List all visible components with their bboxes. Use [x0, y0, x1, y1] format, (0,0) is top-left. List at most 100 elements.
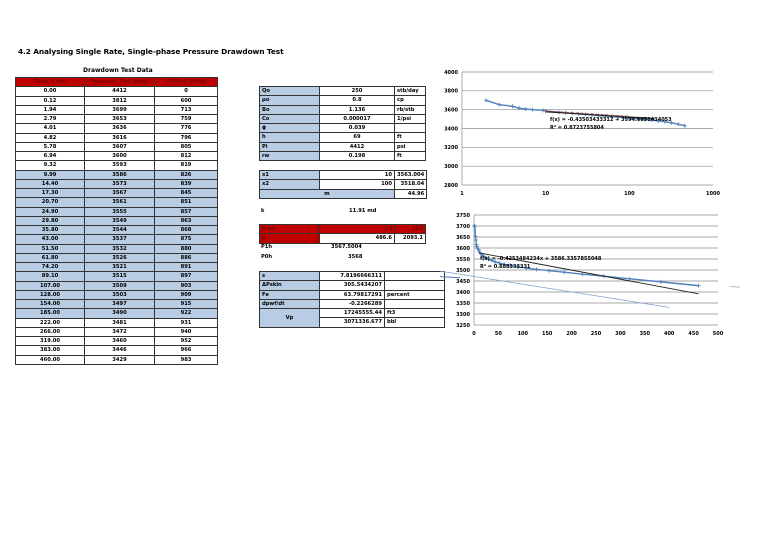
trendline-equation: f(x) = -0.4253484234x + 3586.3357855048: [480, 256, 602, 262]
pressure-drop-cell: 796: [154, 132, 218, 143]
data-point-marker: [473, 238, 478, 243]
pressure-drop-cell: 812: [154, 150, 218, 162]
pressure-cell: 3544: [84, 224, 155, 236]
result-value: -0.2266289: [319, 298, 385, 310]
y-tick-label: 3800: [444, 89, 458, 95]
table-row: 20.70 3561 851: [15, 197, 218, 208]
x-tick-label: 1: [460, 191, 464, 197]
table-row: 154.00 3497 915: [15, 298, 218, 310]
param-value: 0.000017: [319, 113, 395, 125]
vp-value-bbl: 3071336.677: [319, 317, 385, 328]
p1h-value: 3567.5004: [331, 244, 362, 250]
data-point-marker: [530, 107, 535, 112]
permeability-label: k: [261, 208, 265, 214]
pressure-drop-cell: 897: [154, 271, 218, 282]
y-tick-label: 3200: [444, 145, 458, 151]
time-cell: 74.20: [15, 261, 85, 273]
table-row: 24.90 3555 857: [15, 206, 218, 217]
table-row: 74.20 3521 891: [15, 261, 218, 273]
pressure-cell: 3521: [84, 261, 155, 273]
drawdown-data-table: Time, t (hr) Pressure, Pwf (psig) (Pi-Pw…: [15, 76, 218, 365]
pressure-drop-cell: 851: [154, 197, 218, 208]
y-tick-label: 3350: [456, 301, 470, 307]
time-cell: 0.00: [15, 86, 85, 97]
column-header-pressure-drop: (Pi-Pwf) (Psig): [154, 76, 218, 88]
result-label: ΔPskin: [259, 280, 320, 291]
pressure-cell: 3567: [84, 187, 155, 199]
result-value: 63.79817291: [319, 289, 385, 300]
pressure-drop-cell: 915: [154, 298, 218, 310]
pressure-cell: 3481: [84, 317, 155, 328]
x-tick-label: 500: [713, 331, 724, 337]
time-cell: 2.79: [15, 113, 85, 125]
x-tick-label: 150: [542, 331, 553, 337]
table-row: Co 0.000017 1/psi: [259, 113, 426, 125]
param-label: rw: [259, 150, 320, 162]
param-unit: cp: [394, 95, 426, 106]
data-point-marker: [476, 249, 481, 254]
x-tick-label: 400: [664, 331, 675, 337]
pressure-cell: 3472: [84, 326, 155, 338]
time-cell: 460.00: [15, 354, 85, 365]
table-row: Qo 250 stb/day: [259, 85, 426, 97]
table-row: 17.30 3567 845: [15, 187, 218, 199]
y-tick-label: 3450: [456, 279, 470, 285]
data-point-marker: [627, 276, 632, 281]
time-label: time: [259, 223, 320, 235]
data-point-marker: [486, 257, 491, 262]
pressure-drop-cell: 845: [154, 187, 218, 199]
table-row: s 7.8196666311: [259, 270, 445, 282]
pressure-drop-cell: 903: [154, 280, 218, 291]
reservoir-parameters-table: Qo 250 stb/day μo 0.8 cp Bo 1.136 rb/stb Co 0.0000…: [259, 85, 426, 162]
time-cell: 35.80: [15, 224, 85, 236]
column-header-pressure: Pressure, Pwf (psig): [84, 76, 155, 88]
data-point-marker: [484, 255, 489, 260]
table-row: 3071336.677 bbl: [260, 317, 445, 328]
param-label: Co: [259, 113, 320, 125]
table-row: 107.00 3509 903: [15, 280, 218, 291]
vp-unit-bbl: bbl: [384, 317, 445, 328]
data-point-marker: [492, 259, 497, 264]
param-value: 0.039: [319, 122, 395, 134]
table-row: Vp 17245555.44 ft3: [259, 307, 445, 328]
table-row: 266.00 3472 940: [15, 326, 218, 338]
pressure-cell: 3549: [84, 215, 155, 227]
table-row: 1.94 3699 713: [15, 104, 218, 116]
pressure-drop-cell: 826: [154, 169, 218, 180]
trendline-equation: f(x) = -0.43503433312 + 3594.6851434053: [550, 117, 672, 123]
param-value: 1.136: [319, 104, 395, 115]
semilog-chart: 2800 3000 3200 3400 3600 3800 4000 1 10 100 1000 f(…: [444, 70, 720, 197]
data-point-marker: [508, 263, 513, 268]
r-squared-label: R² = 0.8723755804: [550, 125, 604, 131]
result-value: 7.8196666311: [319, 270, 385, 282]
table-row: time 10 185: [259, 223, 426, 235]
pressure-drop-cell: 875: [154, 234, 218, 245]
results-table: s 7.8196666311 ΔPskin 305.5434207 Fe 63.79817…: [259, 270, 445, 328]
time-cell: 9.99: [15, 169, 85, 180]
table-row: Fe 63.79817291 percent: [259, 289, 445, 300]
table-row: Pi 4412 psi: [259, 141, 426, 152]
pressure-drop-cell: 931: [154, 317, 218, 328]
pressure-drop-cell: 805: [154, 141, 218, 153]
x1-label: x1: [259, 169, 320, 181]
trendline: [478, 252, 699, 295]
param-label: Pi: [259, 141, 320, 152]
slope-value: 44.96: [393, 188, 428, 199]
table-row: 61.80 3526 886: [15, 252, 218, 264]
pressure-cell: 3490: [84, 308, 155, 319]
table-row: 4.82 3616 796: [15, 132, 218, 143]
time-cell: 319.00: [15, 335, 85, 347]
slope-table: x1 10 3563.004 x2 100 3518.04 m 44.96: [259, 169, 428, 199]
table-row: 9.99 3586 826: [15, 169, 218, 180]
p-value-1: 486.6: [319, 233, 395, 244]
param-unit: ft: [394, 132, 426, 143]
pressure-cell: 3636: [84, 123, 155, 134]
pressure-drop-cell: 880: [154, 243, 218, 254]
table-row: Bo 1.136 rb/stb: [259, 104, 426, 115]
time-cell: 5.78: [15, 141, 85, 153]
time-cell: 61.80: [15, 252, 85, 264]
time-cell: 107.00: [15, 280, 85, 291]
data-point-marker: [497, 102, 502, 107]
pressure-drop-cell: 857: [154, 206, 218, 217]
time-cell: 17.30: [15, 187, 85, 199]
